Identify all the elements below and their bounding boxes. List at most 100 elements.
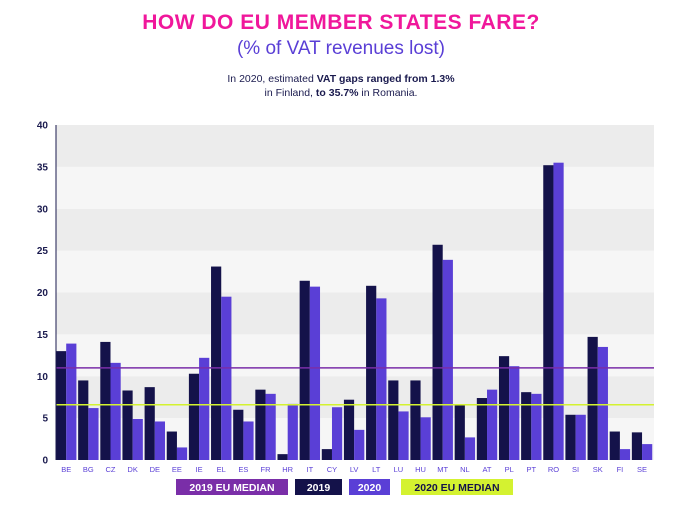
x-tick-label: BG [83,465,94,474]
bar-2019-BE [56,351,67,460]
bar-2020-FI [619,449,631,460]
bar-2019-CY [321,449,332,460]
bar-2019-SI [565,414,576,460]
bar-2020-PT [531,393,542,460]
legend-label: 2019 EU MEDIAN [189,482,274,494]
bar-2020-IE [199,357,210,460]
bar-2019-EE [166,431,177,460]
y-tick-label: 0 [42,456,48,467]
bar-2020-CY [331,407,343,460]
bar-2019-SK [587,336,598,460]
x-tick-label: FR [261,465,272,474]
bar-2020-EE [176,447,188,460]
bar-2019-MT [432,244,443,460]
y-tick-label: 35 [37,162,49,173]
grid-band [56,166,654,209]
bar-2020-MT [442,259,453,460]
bar-2019-DE [144,387,155,460]
bar-2020-ES [243,421,254,460]
x-tick-label: IE [196,465,203,474]
x-tick-label: FI [617,465,624,474]
legend-swatch-3 [401,479,513,495]
bar-2019-AT [476,398,488,460]
bar-2020-SE [642,444,653,460]
bar-2020-LU [398,411,409,460]
x-tick-label: PT [527,465,537,474]
bar-2020-BG [88,408,99,460]
x-tick-label: AT [482,465,491,474]
bar-2020-HU [420,417,431,460]
x-tick-label: LT [372,465,381,474]
legend-swatch-2 [349,479,390,495]
bar-2020-DE [154,421,165,460]
bar-2019-HU [410,380,421,460]
x-tick-label: PL [505,465,514,474]
grid-band [56,208,654,251]
x-tick-label: SK [593,465,603,474]
legend-label: 2019 [307,482,331,494]
bar-2019-CZ [100,341,111,460]
x-tick-label: MT [437,465,448,474]
bar-2019-SE [631,432,643,460]
y-tick-label: 40 [37,121,49,132]
bar-2019-BG [78,380,89,460]
note-text-1: In 2020, estimated [227,73,317,85]
bar-2019-IE [188,373,200,460]
legend-label: 2020 EU MEDIAN [414,482,499,494]
bar-2019-NL [454,404,465,460]
grid-band [56,125,654,167]
note-text-3: in Finland, [264,87,316,99]
x-tick-label: DK [127,465,137,474]
x-tick-label: HU [415,465,426,474]
x-tick-label: DE [150,465,160,474]
y-tick-label: 25 [37,246,49,257]
bar-2019-FI [609,431,620,460]
x-tick-label: CY [327,465,337,474]
bar-2019-PL [498,356,510,460]
bar-2019-IT [299,280,310,460]
bar-2020-RO [553,162,564,460]
bar-2019-LT [366,285,377,460]
bar-2019-DK [122,390,133,460]
bar-2020-EL [221,296,232,460]
bar-2020-AT [487,389,498,460]
x-tick-label: LV [350,465,359,474]
x-tick-label: ES [238,465,248,474]
note-text-4: to 35.7% [315,87,359,99]
y-tick-label: 20 [37,288,49,299]
x-tick-label: LU [394,465,404,474]
x-tick-label: RO [548,465,559,474]
x-tick-label: EL [217,465,226,474]
bar-2019-FR [255,389,266,460]
grid-band [56,334,654,377]
bar-2020-SK [597,346,608,460]
bar-2020-NL [464,437,476,460]
x-tick-label: CZ [105,465,115,474]
bar-2019-EL [211,266,222,460]
bar-2020-CZ [110,362,121,460]
grid-band [56,250,654,293]
x-tick-label: EE [172,465,182,474]
legend-swatch-0 [176,479,288,495]
y-tick-label: 15 [37,330,49,341]
bar-2020-FR [265,393,276,460]
bar-2020-SI [575,414,586,460]
bar-2019-RO [543,165,554,460]
grid-band [56,292,654,335]
legend-label: 2020 [358,482,382,494]
bar-2019-PT [521,392,532,460]
bar-2020-LT [376,298,387,460]
chart-note: In 2020, estimated VAT gaps ranged from … [0,72,682,100]
legend-swatch-1 [295,479,342,495]
bar-2020-DK [132,418,143,460]
x-tick-label: HR [282,465,293,474]
bar-2020-PL [509,366,520,460]
x-tick-label: IT [306,465,313,474]
y-tick-label: 10 [37,372,49,383]
bar-2020-HR [287,403,298,460]
x-tick-label: SI [572,465,579,474]
x-tick-label: SE [637,465,647,474]
bar-2019-LV [343,399,355,460]
bar-2019-ES [233,409,244,460]
